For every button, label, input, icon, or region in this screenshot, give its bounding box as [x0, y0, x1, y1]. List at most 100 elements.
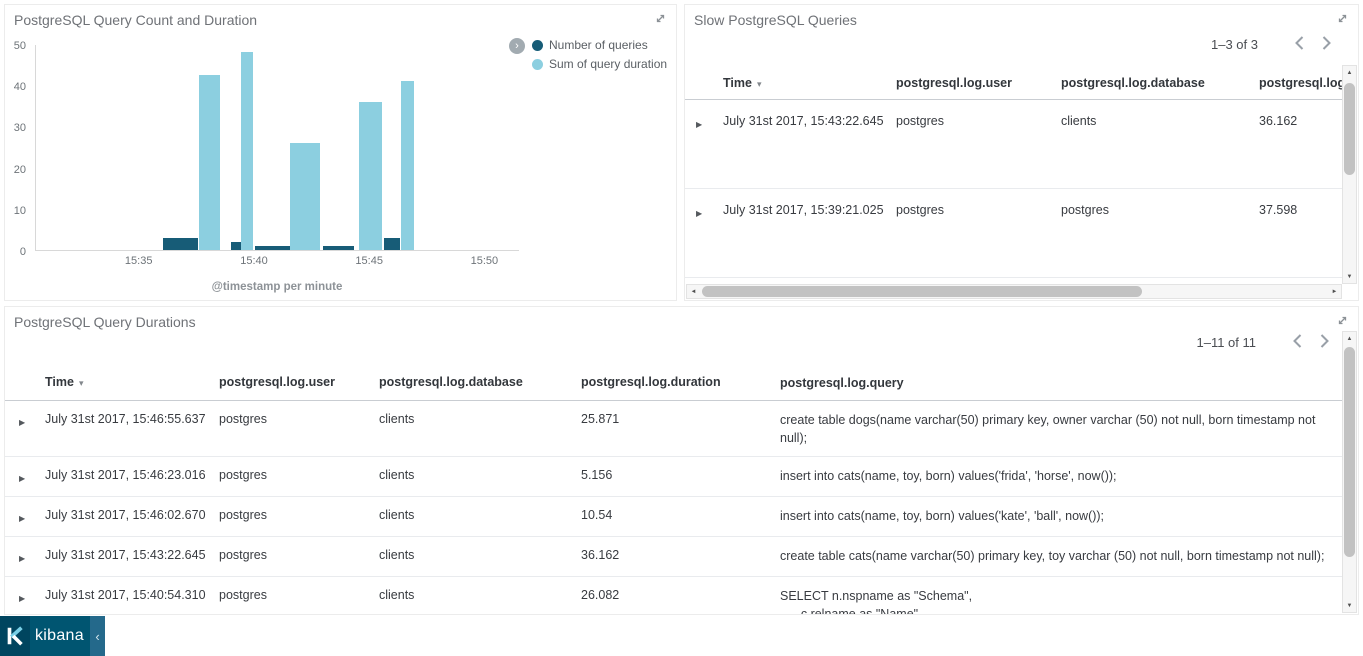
scroll-down-arrow[interactable]: ▼: [1346, 273, 1353, 280]
cell-user: postgres: [896, 203, 944, 217]
kibana-logo-icon: [7, 626, 23, 646]
scroll-right-arrow[interactable]: ►: [1331, 288, 1338, 295]
kibana-logo[interactable]: [0, 616, 30, 656]
table-row: ▶ July 31st 2017, 15:43:22.645 postgres cli…: [685, 100, 1342, 189]
cell-duration: 36.162: [581, 548, 620, 562]
header-spacer: [696, 75, 723, 93]
chart-bar-query-count[interactable]: [322, 245, 354, 250]
table-row: ▶ July 31st 2017, 15:46:23.016 postgres cli…: [5, 457, 1343, 497]
chart-legend: › Number of queries Sum of query duration: [509, 38, 667, 76]
y-axis-tick-label: 0: [19, 246, 26, 258]
vertical-scrollbar[interactable]: ▲ ▼: [1342, 65, 1357, 284]
previous-page-button[interactable]: [1292, 333, 1303, 351]
chart-bar-query-duration[interactable]: [198, 74, 221, 250]
expand-panel-icon[interactable]: [1334, 314, 1350, 330]
column-header-time[interactable]: Time ▾: [723, 75, 896, 93]
panel-title: Slow PostgreSQL Queries: [694, 12, 857, 28]
column-header-query[interactable]: postgresql.log.query: [780, 376, 904, 390]
chart-bar-query-duration[interactable]: [241, 52, 253, 250]
row-expand-toggle-icon[interactable]: ▶: [696, 209, 703, 218]
table-body: ▶ July 31st 2017, 15:43:22.645 postgres cli…: [685, 100, 1342, 278]
table-header-row: Time ▾ postgresql.log.user postgresql.log…: [5, 365, 1343, 401]
collapse-nav-button[interactable]: ‹: [90, 616, 105, 656]
panel-title: PostgreSQL Query Durations: [14, 314, 196, 330]
scroll-up-arrow[interactable]: ▲: [1346, 335, 1353, 342]
row-expand-toggle-icon[interactable]: ▶: [19, 514, 26, 523]
y-axis-tick-label: 20: [13, 163, 26, 176]
row-expand-toggle-icon[interactable]: ▶: [19, 418, 26, 427]
expand-panel-icon[interactable]: [652, 12, 668, 28]
expand-arrows-icon: [1338, 14, 1346, 23]
next-page-button[interactable]: [1321, 35, 1332, 53]
scrollbar-thumb[interactable]: [702, 286, 1142, 297]
scrollbar-track[interactable]: [1343, 79, 1356, 270]
legend-items: Number of queries Sum of query duration: [532, 38, 667, 76]
previous-page-button[interactable]: [1294, 35, 1305, 53]
column-header-time[interactable]: Time ▾: [45, 374, 219, 392]
chevron-right-icon: [1320, 334, 1329, 348]
expand-panel-icon[interactable]: [1334, 12, 1350, 28]
cell-database: clients: [379, 508, 415, 522]
chart-bar-query-duration[interactable]: [401, 81, 414, 250]
legend-label: Number of queries: [549, 38, 648, 52]
x-axis-tick-label: 15:50: [470, 255, 499, 267]
legend-color-dot: [532, 58, 543, 70]
chart-bar-query-count[interactable]: [384, 237, 401, 250]
sort-desc-icon: ▾: [756, 79, 762, 89]
row-expand-toggle-icon[interactable]: ▶: [696, 120, 703, 129]
x-axis-title: @timestamp per minute: [211, 281, 343, 293]
y-axis-tick-label: 10: [13, 204, 26, 217]
panel-query-durations: PostgreSQL Query Durations 1–11 of 11 Ti…: [4, 306, 1359, 615]
row-expand-toggle-icon[interactable]: ▶: [19, 474, 26, 483]
chart-bar-query-count[interactable]: [230, 241, 242, 250]
column-header-duration[interactable]: postgresql.log.duration: [581, 375, 721, 389]
query-durations-table: Time ▾ postgresql.log.user postgresql.log…: [5, 365, 1343, 614]
scroll-down-arrow[interactable]: ▼: [1346, 602, 1353, 609]
expand-arrows-icon: [656, 14, 664, 23]
cell-database: clients: [379, 412, 415, 426]
scroll-up-arrow[interactable]: ▲: [1346, 69, 1353, 76]
table-row: ▶ July 31st 2017, 15:43:22.645 postgres cli…: [5, 537, 1343, 577]
chart-bar-query-duration[interactable]: [289, 142, 320, 250]
column-header-user[interactable]: postgresql.log.user: [896, 76, 1012, 90]
row-expand-toggle-icon[interactable]: ▶: [19, 554, 26, 563]
panel-title: PostgreSQL Query Count and Duration: [14, 12, 258, 28]
chevron-left-icon: [1295, 36, 1304, 50]
scrollbar-track[interactable]: [1343, 345, 1356, 599]
cell-time: July 31st 2017, 15:39:21.025: [723, 203, 884, 217]
legend-toggle-icon[interactable]: ›: [509, 38, 525, 54]
legend-label: Sum of query duration: [549, 57, 668, 71]
column-header-database[interactable]: postgresql.log.database: [379, 375, 523, 389]
chevron-right-icon: [1322, 36, 1331, 50]
scrollbar-thumb[interactable]: [1344, 83, 1355, 175]
column-header-duration[interactable]: postgresql.log.duration: [1259, 76, 1342, 90]
table-row: ▶ July 31st 2017, 15:39:21.025 postgres pos…: [685, 189, 1342, 278]
cell-time: July 31st 2017, 15:43:22.645: [45, 548, 206, 562]
chart-bar-query-duration[interactable]: [358, 101, 382, 250]
y-axis: 0 10 20 30 40 50: [5, 40, 31, 258]
cell-query: insert into cats(name, toy, born) values…: [780, 469, 1117, 483]
column-header-user[interactable]: postgresql.log.user: [219, 375, 335, 389]
legend-item[interactable]: Number of queries: [532, 38, 667, 52]
cell-duration: 36.162: [1259, 114, 1298, 128]
table-body: ▶ July 31st 2017, 15:46:55.637 postgres cli…: [5, 401, 1343, 614]
cell-user: postgres: [219, 508, 267, 522]
column-header-database[interactable]: postgresql.log.database: [1061, 76, 1205, 90]
next-page-button[interactable]: [1319, 333, 1330, 351]
cell-time: July 31st 2017, 15:43:22.645: [723, 114, 884, 128]
row-expand-toggle-icon[interactable]: ▶: [19, 594, 26, 603]
horizontal-scrollbar[interactable]: ◄ ►: [686, 284, 1342, 299]
vertical-scrollbar[interactable]: ▲ ▼: [1342, 331, 1357, 613]
chevron-left-icon: [1293, 334, 1302, 348]
legend-item[interactable]: Sum of query duration: [532, 57, 667, 71]
header-spacer: [19, 374, 45, 392]
scrollbar-track[interactable]: [700, 285, 1328, 298]
cell-duration: 25.871: [581, 412, 620, 426]
chart-bar-query-count[interactable]: [255, 245, 290, 250]
scrollbar-thumb[interactable]: [1344, 347, 1355, 557]
chart-bar-query-count[interactable]: [162, 237, 199, 250]
cell-time: July 31st 2017, 15:40:54.310: [45, 588, 206, 602]
panel-slow-queries: Slow PostgreSQL Queries 1–3 of 3 Time ▾ p…: [684, 4, 1359, 301]
scroll-left-arrow[interactable]: ◄: [690, 288, 697, 295]
pagination-label: 1–3 of 3: [1211, 36, 1258, 52]
